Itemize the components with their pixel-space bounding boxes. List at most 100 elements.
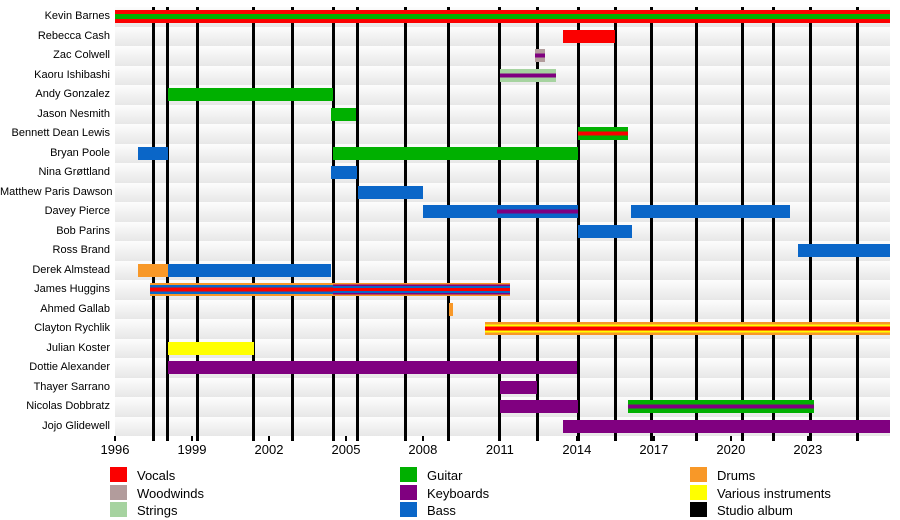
legend-item-various: Various instruments — [690, 484, 890, 501]
legend-item-bass: Bass — [400, 502, 600, 518]
member-label: Thayer Sarrano — [33, 380, 110, 393]
legend-swatch-drums — [690, 467, 707, 482]
member-label: Matthew Paris Dawson — [0, 185, 113, 198]
member-label: Davey Pierce — [44, 205, 110, 217]
member-bar — [630, 205, 790, 219]
member-label: Clayton Rychlik — [34, 322, 110, 334]
studio-album-line — [694, 7, 698, 441]
studio-album-line — [356, 7, 359, 441]
year-tick — [498, 436, 501, 441]
member-bar — [330, 166, 357, 180]
studio-album-line — [535, 7, 539, 441]
member-label: Rebecca Cash — [37, 29, 110, 42]
legend-swatch-strings — [110, 502, 127, 517]
member-bar — [499, 400, 579, 414]
member-label: Nina Grøttland — [38, 166, 110, 178]
studio-album-line — [498, 7, 502, 441]
studio-album-line — [403, 7, 407, 441]
legend-label: Vocals — [137, 468, 176, 483]
member-label: James Huggins — [34, 283, 110, 295]
member-label: Jason Nesmith — [37, 107, 110, 120]
member-label: Andy Gonzalez — [35, 88, 110, 100]
member-label: Kevin Barnes — [44, 10, 110, 22]
studio-album-line — [649, 7, 653, 441]
year-tick — [191, 436, 193, 441]
member-bar — [333, 283, 511, 297]
legend-item-guitar: Guitar — [400, 467, 600, 483]
studio-album-line — [166, 7, 170, 441]
studio-album-line — [808, 7, 812, 441]
member-bar — [138, 263, 168, 277]
legend-swatch-woodwinds — [110, 484, 127, 500]
year-label: 2017 — [639, 442, 669, 457]
year-tick — [345, 436, 347, 441]
legend-swatch-various — [690, 484, 707, 500]
year-tick — [268, 436, 270, 441]
member-label: Zac Colwell — [53, 49, 110, 61]
year-label: 2014 — [562, 442, 592, 457]
legend-swatch-guitar — [400, 467, 417, 482]
legend-label: Guitar — [427, 468, 463, 483]
member-label: Ahmed Gallab — [40, 302, 110, 315]
member-bar — [578, 127, 629, 141]
studio-album-line — [576, 7, 580, 441]
year-label: 1996 — [100, 442, 130, 457]
studio-album-line — [771, 7, 775, 441]
legend-label: Drums — [717, 468, 756, 483]
year-tick — [729, 436, 732, 441]
member-bar — [499, 380, 538, 394]
year-label: 1999 — [177, 442, 207, 457]
member-bar — [167, 341, 254, 355]
year-tick — [575, 436, 578, 441]
member-bar — [167, 263, 331, 277]
year-label: 2023 — [793, 442, 823, 457]
member-bar — [149, 283, 334, 297]
member-bar — [115, 10, 890, 24]
studio-album-line — [152, 7, 155, 441]
member-label: Kaoru Ishibashi — [34, 68, 110, 81]
legend-label: Keyboards — [427, 485, 490, 501]
member-label: Julian Koster — [46, 341, 110, 354]
member-bar — [628, 400, 815, 414]
legend-label: Strings — [137, 503, 178, 518]
member-label: Derek Almstead — [32, 263, 110, 276]
legend-swatch-keyboards — [400, 484, 417, 500]
studio-album-line — [740, 7, 744, 441]
legend-swatch-bass — [400, 502, 417, 517]
legend-item-woodwinds: Woodwinds — [110, 484, 310, 501]
member-label: Ross Brand — [52, 244, 110, 256]
year-tick — [652, 436, 655, 441]
studio-album-line — [447, 7, 451, 441]
legend-label: Bass — [427, 503, 456, 518]
member-bar — [499, 68, 557, 82]
member-bar — [562, 29, 616, 43]
legend-label: Woodwinds — [137, 485, 204, 501]
studio-album-line — [290, 7, 294, 441]
member-bar — [167, 88, 334, 102]
member-label: Jojo Glidewell — [42, 419, 110, 432]
legend-item-vocals: Vocals — [110, 467, 310, 483]
studio-album-line — [613, 7, 617, 441]
studio-album-line — [195, 7, 199, 441]
legend-item-strings: Strings — [110, 502, 310, 518]
member-label: Bennett Dean Lewis — [11, 127, 110, 139]
member-bar — [330, 107, 357, 121]
year-tick — [114, 436, 116, 441]
year-label: 2011 — [485, 442, 514, 457]
studio-album-line — [331, 7, 335, 441]
year-tick — [421, 436, 424, 441]
member-label: Bob Parins — [56, 224, 110, 237]
member-bar — [484, 322, 890, 336]
member-bar — [797, 244, 890, 258]
studio-album-line — [252, 7, 256, 441]
legend-swatch-vocals — [110, 467, 127, 482]
member-bar — [448, 302, 453, 316]
member-label: Nicolas Dobbratz — [26, 400, 110, 412]
member-bar — [422, 205, 498, 219]
member-bar — [357, 185, 423, 199]
studio-album-line — [856, 7, 860, 441]
year-label: 2008 — [408, 442, 438, 457]
legend-item-drums: Drums — [690, 467, 890, 483]
legend-swatch-album — [690, 502, 707, 517]
